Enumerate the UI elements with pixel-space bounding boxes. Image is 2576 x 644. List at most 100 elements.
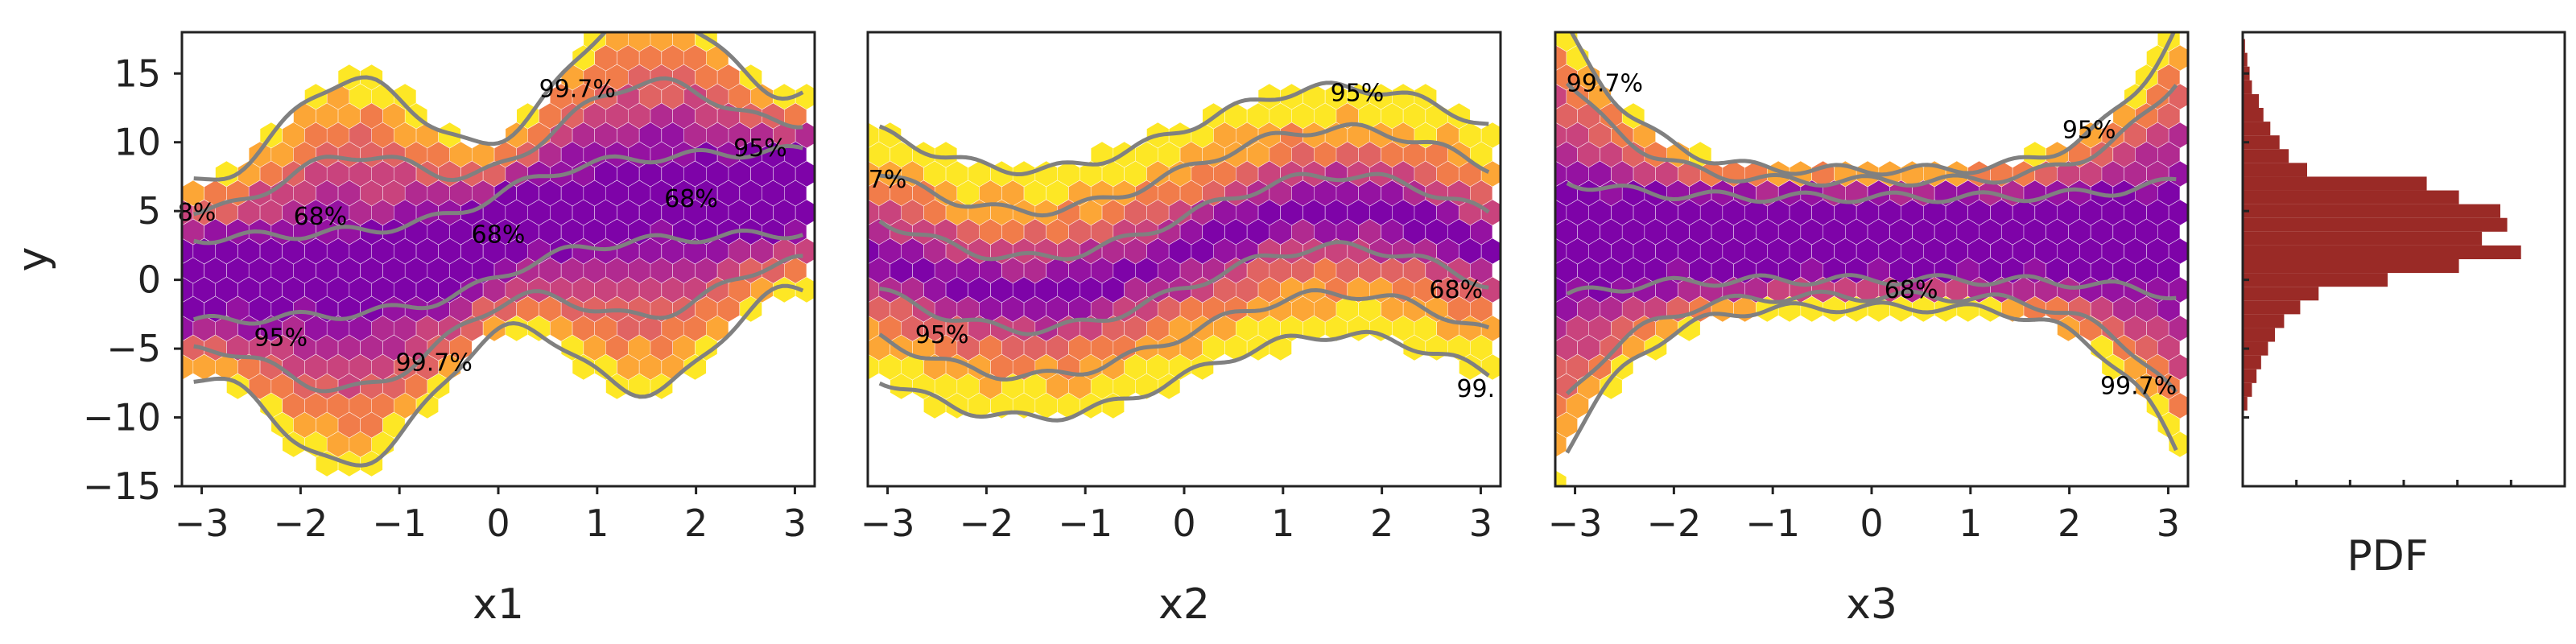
x-tick-label: −1: [372, 502, 427, 545]
hexbin-cell: [1403, 103, 1426, 129]
hexbin-cell: [1269, 296, 1292, 322]
hexbin-cell: [460, 238, 483, 264]
hexbin-cell: [683, 316, 706, 341]
hexbin-cell: [868, 238, 879, 264]
hexbin-cell: [717, 296, 740, 322]
hexbin-cell: [901, 200, 923, 225]
hexbin-cell: [1447, 258, 1470, 283]
hexbin-cell: [946, 161, 968, 187]
x-tick-label: −1: [1058, 502, 1113, 545]
hexbin-cell: [1381, 180, 1403, 206]
hexbin-cell: [1080, 277, 1102, 303]
hexbin-cell: [1567, 316, 1589, 341]
hexbin-cell: [729, 161, 751, 187]
hexbin-cell: [349, 393, 372, 419]
hexbin-cell: [1968, 238, 1991, 264]
hexbin-cell: [1258, 316, 1281, 341]
hexbin-cell: [561, 219, 584, 245]
hexbin-cell: [1046, 219, 1069, 245]
hexbin-cell: [1180, 142, 1203, 167]
hexbin-cell: [1113, 296, 1136, 322]
hexbin-cell: [1711, 219, 1734, 245]
hexbin-cell: [1856, 200, 1879, 225]
hexbin-cell: [1578, 180, 1600, 206]
hexbin-cell: [1823, 296, 1845, 322]
hexbin-cell: [662, 200, 684, 225]
hexbin-cell: [1567, 393, 1589, 419]
hexbin-cell: [193, 316, 216, 341]
hexbin-panel-x1: 99.7% 95% 68% 68% 68% 8% 95% 99.7% −3 −2 −1 0 1 2 3 x1: [175, 31, 816, 629]
hexbin-cell: [1180, 296, 1203, 322]
hexbin-cell: [868, 180, 890, 206]
hexbin-cell: [923, 277, 946, 303]
hexbin-cell: [361, 180, 383, 206]
hexbin-cell: [2169, 6, 2190, 31]
hexbin-cell: [1325, 316, 1348, 341]
hexbin-cell: [1968, 200, 1991, 225]
hexbin-cell: [304, 161, 327, 187]
hexbin-cell: [1158, 258, 1180, 283]
hexbin-cell: [572, 316, 595, 341]
hexbin-cell: [1224, 103, 1247, 129]
hexbin-cell: [561, 335, 584, 361]
hexbin-cell: [1470, 180, 1492, 206]
hexbin-cell: [1622, 219, 1645, 245]
hexbin-cell: [1359, 142, 1381, 167]
histogram-bar: [2243, 80, 2252, 94]
hexbin-cell: [506, 200, 528, 225]
hexbin-cell: [1567, 161, 1589, 187]
hexbin-cell: [1414, 200, 1437, 225]
hexbin-cell: [650, 180, 673, 206]
hexbin-cell: [1555, 84, 1567, 109]
hexbin-cell: [1890, 219, 1913, 245]
hexbin-cell: [1068, 335, 1091, 361]
hexbin-cell: [2079, 238, 2102, 264]
hexbin-cell: [1281, 200, 1303, 225]
contour-label: 99.7%: [539, 75, 616, 103]
hexbin-cell: [1336, 296, 1359, 322]
hexbin-cell: [439, 238, 461, 264]
hexbin-cell: [1269, 103, 1292, 129]
hexbin-cell: [327, 393, 349, 419]
hexbin-cell: [2157, 142, 2180, 167]
hexbin-cell: [249, 142, 271, 167]
hexbin-cell: [1080, 200, 1102, 225]
hexbin-cell: [868, 142, 890, 167]
hexbin-cell: [283, 316, 305, 341]
hexbin-cell: [795, 277, 815, 303]
hexbin-cell: [1247, 219, 1269, 245]
contour-label: 95%: [254, 324, 308, 353]
hexbin-cell: [1080, 161, 1102, 187]
hexbin-cell: [1437, 238, 1459, 264]
histogram-bar: [2243, 273, 2388, 287]
hexbin-cell: [1403, 258, 1426, 283]
hexbin-cell: [1555, 200, 1567, 225]
histogram-bar: [2243, 122, 2271, 136]
hexbin-cell: [382, 142, 405, 167]
hexbin-cell: [595, 277, 617, 303]
hexbin-cell: [572, 122, 595, 148]
hexbin-cell: [1269, 180, 1292, 206]
contour-label: 99.7%: [396, 349, 473, 377]
hexbin-cell: [1213, 238, 1236, 264]
hexbin-cell: [923, 238, 946, 264]
hexbin-cell: [338, 335, 361, 361]
hexbin-cell: [193, 354, 216, 380]
hexbin-cell: [1180, 219, 1203, 245]
hexbin-cell: [2146, 84, 2169, 109]
hexbin-cell: [879, 200, 902, 225]
hexbin-cell: [226, 258, 249, 283]
hexbin-cell: [595, 316, 617, 341]
hexbin-cell: [1291, 103, 1314, 129]
hexbin-cell: [1656, 238, 1678, 264]
hexbin-cell: [260, 200, 283, 225]
x-tick-label: 1: [585, 502, 609, 545]
hexbin-cell: [584, 335, 606, 361]
hexbin-cell: [2169, 354, 2188, 380]
hexbin-cell: [1633, 161, 1656, 187]
contour-line-lower: [1565, 300, 2178, 454]
hexbin-cell: [1068, 258, 1091, 283]
hexbin-cell: [2057, 200, 2079, 225]
hexbin-cell: [706, 316, 729, 341]
hexbin-cell: [1979, 219, 2001, 245]
